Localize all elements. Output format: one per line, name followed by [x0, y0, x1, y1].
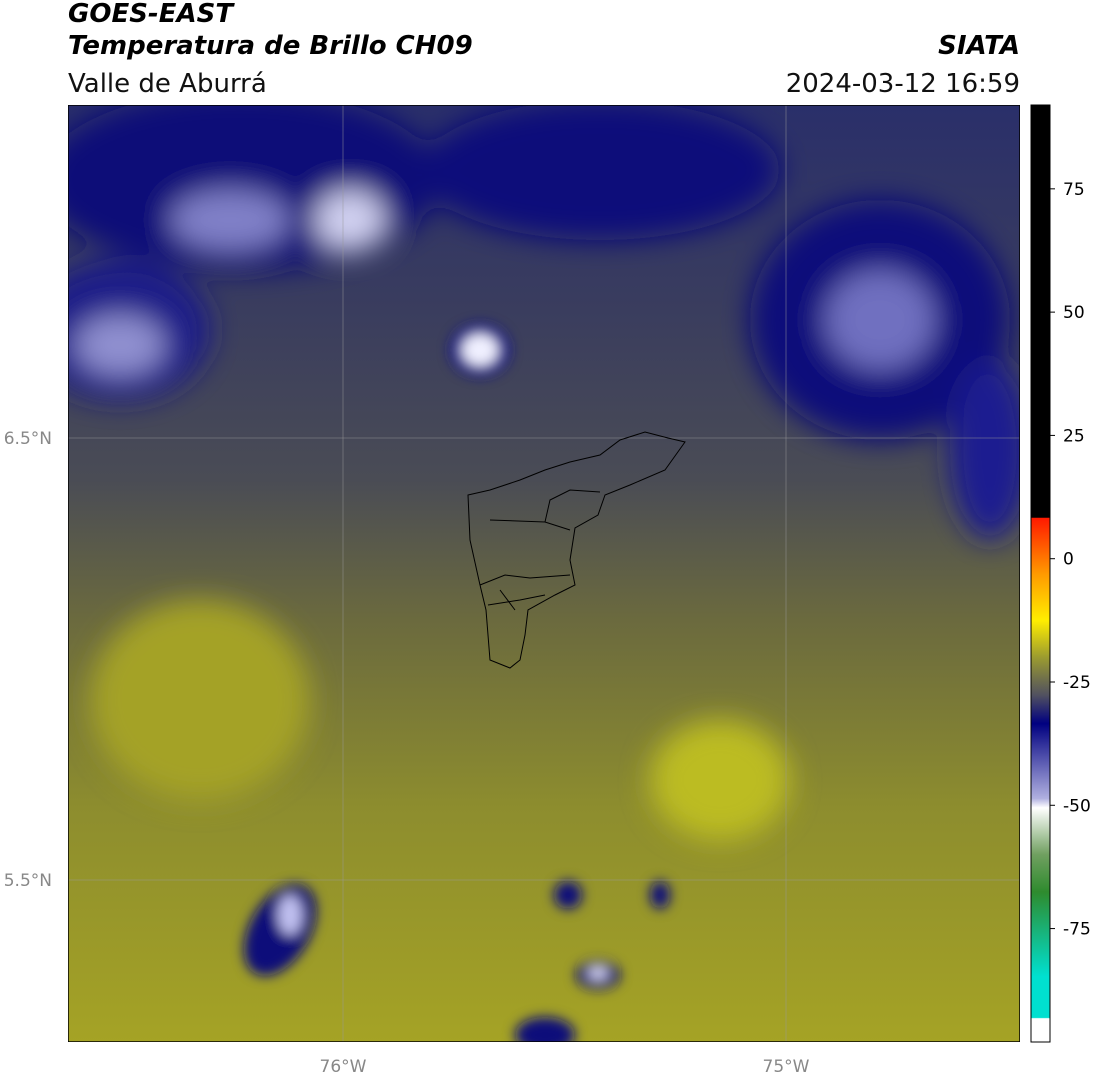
colorbar-tick-label: 0 [1063, 550, 1074, 570]
region: Valle de Aburrá [68, 69, 267, 99]
lon-label: 75°W [763, 1057, 810, 1077]
lat-label: 5.5°N [4, 871, 52, 891]
colorbar-tick-label: 25 [1063, 426, 1085, 446]
subtitle: Temperatura de Brillo CH09 [68, 31, 473, 61]
lat-label: 6.5°N [4, 429, 52, 449]
colorbar-tick-label: 50 [1063, 303, 1085, 323]
colorbar-tick-label: -25 [1063, 673, 1091, 693]
colorbar-tick-label: -75 [1063, 920, 1091, 940]
colorbar-tick-label: -50 [1063, 796, 1091, 816]
datetime: 2024-03-12 16:59 [786, 69, 1020, 99]
colorbar-tick-label: 75 [1063, 180, 1085, 200]
brightness-temperature-field [68, 105, 1020, 1042]
valley-outline [467, 431, 686, 669]
colorbar-ticks: 75 50 25 0 -25 -50 -75 [1050, 180, 1091, 940]
lon-label: 76°W [320, 1057, 367, 1077]
colorbar [1030, 104, 1051, 1043]
title: GOES-EAST [68, 0, 235, 29]
source: SIATA [938, 31, 1020, 61]
